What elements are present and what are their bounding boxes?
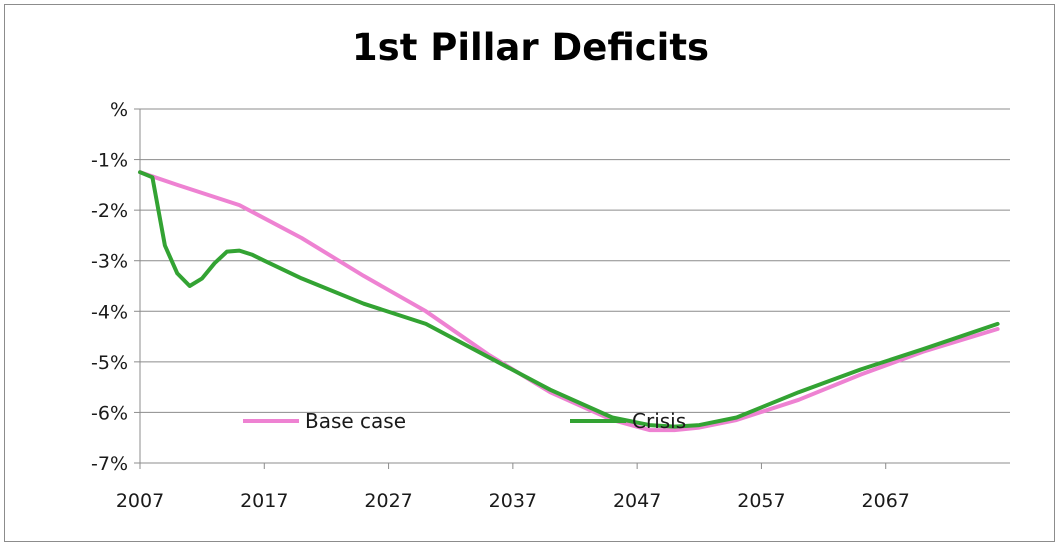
x-tick-label: 2027 — [364, 490, 412, 512]
y-tick-label: -2% — [91, 200, 128, 222]
y-tick-label: -7% — [91, 453, 128, 475]
legend-label-crisis: Crisis — [632, 409, 686, 433]
legend-label-base-case: Base case — [305, 409, 406, 433]
x-tick-label: 2057 — [737, 490, 785, 512]
gridlines — [140, 108, 1010, 413]
legend: Base case Crisis — [243, 409, 686, 433]
x-tick-label: 2047 — [613, 490, 661, 512]
y-tick-label: -1% — [91, 150, 128, 172]
y-tick-label: % — [110, 99, 128, 121]
y-tick-label: -4% — [91, 301, 128, 323]
x-tick-label: 2007 — [116, 490, 164, 512]
y-tick-label: -6% — [91, 402, 128, 424]
chart-title: 1st Pillar Deficits — [351, 26, 710, 69]
series-line-crisis — [138, 170, 1000, 429]
y-axis-ticks: % -1% -2% -3% -4% -5% -6% -7% — [91, 99, 128, 475]
series-lines — [138, 170, 1000, 433]
y-tick-label: -3% — [91, 251, 128, 273]
axes — [134, 108, 1010, 469]
x-tick-label: 2067 — [862, 490, 910, 512]
x-tick-label: 2037 — [489, 490, 537, 512]
x-tick-label: 2017 — [240, 490, 288, 512]
series-line-base-case — [138, 170, 1000, 433]
x-axis-ticks: 2007 2017 2027 2037 2047 2057 2067 — [116, 490, 910, 512]
y-tick-label: -5% — [91, 352, 128, 374]
